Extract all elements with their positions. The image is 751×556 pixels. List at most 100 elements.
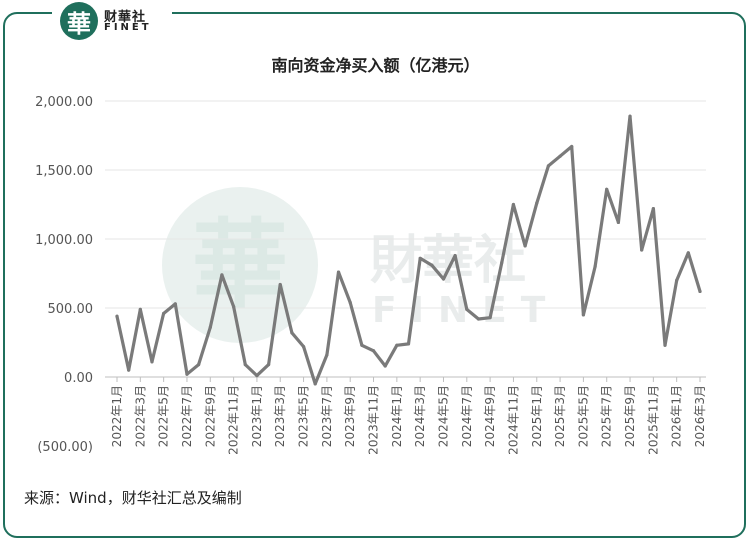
x-tick-label: 2024年5月: [436, 385, 450, 447]
data-point: [651, 207, 655, 211]
watermark: 華 財華社 FINET: [162, 187, 559, 343]
data-point: [558, 154, 562, 158]
data-point: [173, 302, 177, 306]
y-tick-label: 0.00: [64, 371, 93, 386]
source-note: 来源：Wind，财华社汇总及编制: [24, 489, 242, 507]
chart-title: 南向资金净买入额（亿港元）: [271, 56, 480, 75]
y-tick-label: 1,000.00: [35, 233, 93, 248]
data-point: [546, 164, 551, 168]
x-tick-label: 2024年7月: [460, 385, 474, 447]
x-tick-label: 2024年1月: [390, 385, 404, 447]
data-point: [663, 343, 667, 347]
data-point: [453, 253, 457, 258]
logo-emblem: 華: [60, 2, 98, 40]
x-tick-label: 2025年5月: [576, 385, 590, 447]
data-point: [162, 311, 166, 316]
x-tick-label: 2024年9月: [483, 385, 497, 447]
y-tick-label: 1,500.00: [35, 164, 93, 179]
chart-frame: [3, 12, 746, 538]
x-tick-label: 2023年11月: [367, 385, 381, 455]
watermark-emblem: [162, 187, 318, 343]
data-point: [371, 349, 376, 353]
x-tick-label: 2026年1月: [670, 385, 684, 447]
x-tick-label: 2024年3月: [413, 385, 427, 447]
logo-chinese-name: 财華社: [104, 10, 147, 25]
y-tick-label: 2,000.00: [35, 95, 93, 110]
data-point: [500, 260, 504, 265]
x-tick-label: 2023年1月: [250, 385, 264, 447]
data-point: [406, 342, 411, 346]
data-point: [115, 314, 119, 318]
x-tick-label: 2022年5月: [157, 385, 171, 447]
data-point: [243, 362, 247, 367]
data-point: [698, 289, 702, 294]
data-point: [535, 201, 539, 205]
data-point: [220, 273, 224, 277]
series: [115, 114, 702, 386]
x-tick-label: 2025年9月: [623, 385, 637, 447]
data-point: [628, 114, 632, 118]
data-point: [185, 372, 189, 376]
data-point: [348, 300, 352, 305]
x-axis: 2022年1月 2022年3月 2022年5月 2022年7月 2022年9月 2022年…: [110, 377, 707, 455]
x-tick-label: 2024年11月: [506, 385, 520, 455]
x-tick-label: 2023年3月: [273, 385, 287, 447]
x-tick-label: 2022年11月: [227, 385, 241, 455]
data-point: [232, 305, 236, 309]
data-point: [418, 256, 422, 260]
x-tick-label: 2022年1月: [110, 385, 124, 447]
x-tick-label: 2026年3月: [693, 385, 707, 447]
data-point: [616, 220, 620, 225]
watermark-glyph: 華: [192, 208, 288, 321]
x-tick-label: 2025年11月: [646, 385, 660, 455]
data-point: [511, 202, 516, 207]
data-point: [197, 362, 201, 367]
data-point: [127, 368, 131, 372]
x-tick-label: 2025年3月: [553, 385, 567, 447]
data-point: [278, 282, 282, 287]
x-tick-label: 2023年9月: [343, 385, 357, 447]
y-axis: 2,000.00 1,500.00 1,000.00 500.00 0.00 (500.0…: [35, 95, 93, 455]
data-point: [686, 251, 690, 255]
data-point: [581, 313, 586, 317]
grid-lines: [105, 100, 706, 378]
data-point: [301, 345, 306, 349]
data-point: [266, 362, 271, 367]
x-tick-label: 2025年7月: [600, 385, 614, 447]
data-point: [336, 270, 341, 274]
watermark-chinese: 財華社: [370, 231, 526, 291]
data-point: [441, 277, 446, 281]
x-tick-label: 2022年3月: [133, 385, 147, 447]
data-point: [255, 374, 259, 378]
data-point: [465, 307, 469, 311]
data-point: [593, 265, 597, 269]
data-point: [605, 187, 609, 191]
data-point: [360, 343, 364, 347]
data-point: [325, 353, 329, 357]
data-point: [488, 316, 492, 320]
data-point: [150, 360, 154, 364]
x-tick-label: 2023年7月: [320, 385, 334, 447]
data-point: [675, 278, 679, 282]
x-tick-label: 2025年1月: [530, 385, 544, 447]
watermark-english: FINET: [372, 290, 559, 331]
y-tick-label: 500.00: [48, 302, 94, 317]
x-tick-label: 2022年7月: [180, 385, 194, 447]
data-point: [430, 263, 434, 267]
data-point: [383, 364, 387, 368]
data-point: [208, 325, 212, 329]
data-point: [395, 343, 399, 347]
data-point: [570, 144, 574, 149]
x-tick-label: 2022年9月: [203, 385, 217, 447]
finet-logo: 華 财華社 FINET: [52, 0, 172, 44]
data-point: [313, 382, 317, 386]
data-point: [290, 331, 294, 335]
x-tick-label: 2023年5月: [297, 385, 311, 447]
data-point: [476, 317, 481, 321]
data-point: [138, 307, 142, 311]
logo-english-name: FINET: [104, 22, 152, 33]
data-point: [523, 244, 527, 248]
y-tick-label: (500.00): [37, 440, 93, 455]
data-point: [640, 248, 644, 252]
